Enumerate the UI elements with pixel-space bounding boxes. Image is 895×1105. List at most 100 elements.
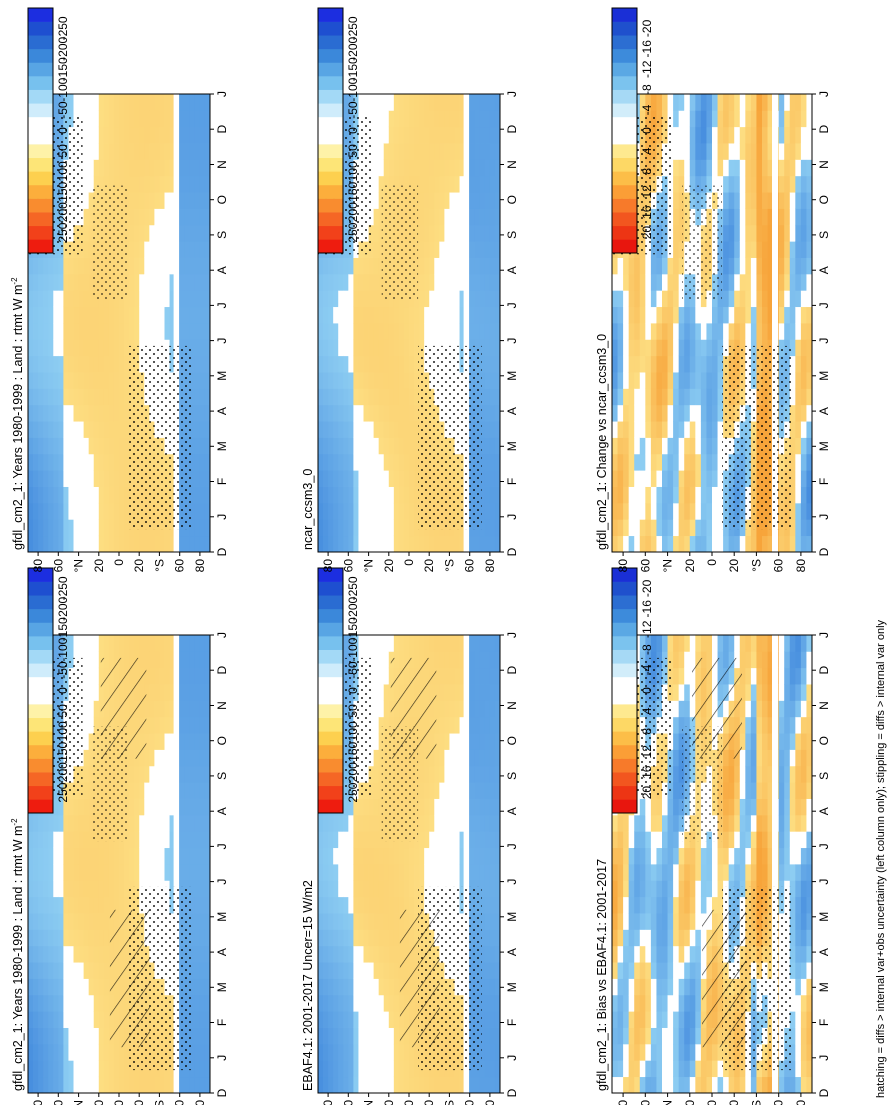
colorbar-tick-label: -100 [346,77,360,101]
figure-footnote: hatching = diffs > internal var+obs unce… [875,619,887,1098]
lat-tick-label: °N [72,559,86,572]
colorbar-swatch [612,568,637,582]
colorbar-swatch [612,717,637,732]
month-tick-label: M [817,912,831,922]
colorbar-frame [611,7,638,254]
colorbar-tick-label: 12 [640,185,654,199]
hatch-region [100,657,147,759]
colorbar-tick-label: 250 [346,782,360,802]
stipple-region [682,185,722,301]
colorbar-swatch [28,76,53,90]
lat-tick-label: °N [72,1100,86,1105]
colorbar-tick-label: 20 [640,786,654,800]
colorbar-swatch [612,89,637,104]
colorbar-swatch [318,622,343,637]
month-tick-label: J [505,338,519,344]
panel-3: 8060°N20020°S6080DJFMAMJJASONDJgfdl_cm2_… [595,567,831,1105]
colorbar-swatch [28,663,53,678]
month-tick-label: O [505,195,519,204]
lat-tick-label: °S [749,559,763,572]
colorbar-swatch [612,171,637,186]
colorbar-swatch [28,622,53,637]
lat-tick-label: 0 [112,1100,126,1105]
colorbar-swatch [318,717,343,732]
month-tick-label: J [817,91,831,97]
colorbar-swatch [28,581,53,596]
panel-6: 80 60 °N 20 0 20 °S 60 80DJFMAMJJASONDJgfdl_cm2_… [595,7,831,573]
month-tick-label: N [505,160,519,169]
month-tick-label: J [505,843,519,849]
colorbar-tick-label: -20 [640,19,654,37]
colorbar-tick-label: -50 [346,101,360,119]
month-tick-label: S [817,772,831,780]
lat-tick-label: 20 [727,1100,741,1105]
colorbar: 20 16 12 8 4 0 -4 -8 -12 -16 -20 [611,7,654,254]
month-tick-label: D [817,125,831,134]
colorbar-tick-label: -250 [56,576,70,600]
month-tick-label: O [215,736,229,745]
colorbar-tick-label: 4 [640,707,654,714]
masked-band [463,635,470,1093]
month-tick-label: M [215,441,229,451]
colorbar-swatch [28,130,53,145]
month-tick-label: N [817,701,831,710]
colorbar-frame [317,7,344,254]
colorbar-tick-label: 8 [640,168,654,175]
title-superscript: -2 [10,818,19,826]
colorbar-swatch [318,799,343,814]
month-tick-label: S [505,231,519,239]
colorbar-tick-label: -20 [640,579,654,597]
lat-tick-label: 20 [92,1100,106,1105]
colorbar-tick-label: 0 [346,127,360,134]
lat-tick-label: 60 [51,1100,65,1105]
month-tick-label: D [215,1088,229,1097]
lat-tick-label: 0 [705,1100,719,1105]
lat-tick-label: 0 [705,559,719,566]
lat-tick-label: 20 [727,559,741,573]
colorbar-swatch [612,772,637,787]
colorbar-swatch [612,785,637,800]
colorbar-swatch [318,103,343,118]
month-tick-label: J [215,879,229,885]
panel-title: gfdl_cm2_1: Years 1980-1999 : Land : rtm… [10,818,25,1091]
colorbar-swatch [28,731,53,746]
month-tick-label: O [817,736,831,745]
lat-axis: 80 60 °N 20 0 20 °S 60 80 [616,1093,808,1105]
colorbar-tick-label: -50 [56,101,70,119]
colorbar-tick-label: 4 [640,147,654,154]
month-tick-label: M [505,371,519,381]
colorbar-tick-label: -250 [346,16,360,40]
lat-tick-label: °S [152,1100,166,1105]
month-axis: D J F M A M J J A S O N D J [812,91,831,556]
masked-band [463,94,470,552]
colorbar-swatch [28,772,53,787]
colorbar-swatch [28,239,53,254]
lat-tick-label: 60 [51,559,65,573]
lat-tick-label: 80 [321,559,335,573]
colorbar-swatch [318,676,343,691]
colorbar-tick-label: 0 [56,127,70,134]
colorbar-swatch [318,116,343,131]
colorbar-tick-label: 0 [56,687,70,694]
colorbar-tick-label: 100 [346,161,360,181]
lat-tick-label: 60 [638,1100,652,1105]
lat-tick-label: 80 [616,1100,630,1105]
month-tick-label: F [505,478,519,485]
month-tick-label: J [505,302,519,308]
colorbar-swatch [612,731,637,746]
colorbar-swatch [612,116,637,131]
colorbar-tick-label: 12 [640,745,654,759]
hatch-region [109,909,150,1048]
month-tick-label: F [505,1019,519,1026]
month-tick-label: M [215,982,229,992]
month-tick-label: J [817,879,831,885]
colorbar-tick-label: -50 [346,661,360,679]
month-tick-label: D [505,1088,519,1097]
month-tick-label: M [817,371,831,381]
panel-5: 80 60 °N 20 0 20 °S 60 80DJFMAMJJASONDJncar_ccsm… [301,7,519,573]
colorbar-swatch [318,144,343,159]
colorbar-swatch [318,21,343,36]
month-tick-label: A [505,407,519,415]
month-axis: D J F M A M J J A S O N D J [500,632,519,1097]
colorbar-swatch [612,35,637,50]
